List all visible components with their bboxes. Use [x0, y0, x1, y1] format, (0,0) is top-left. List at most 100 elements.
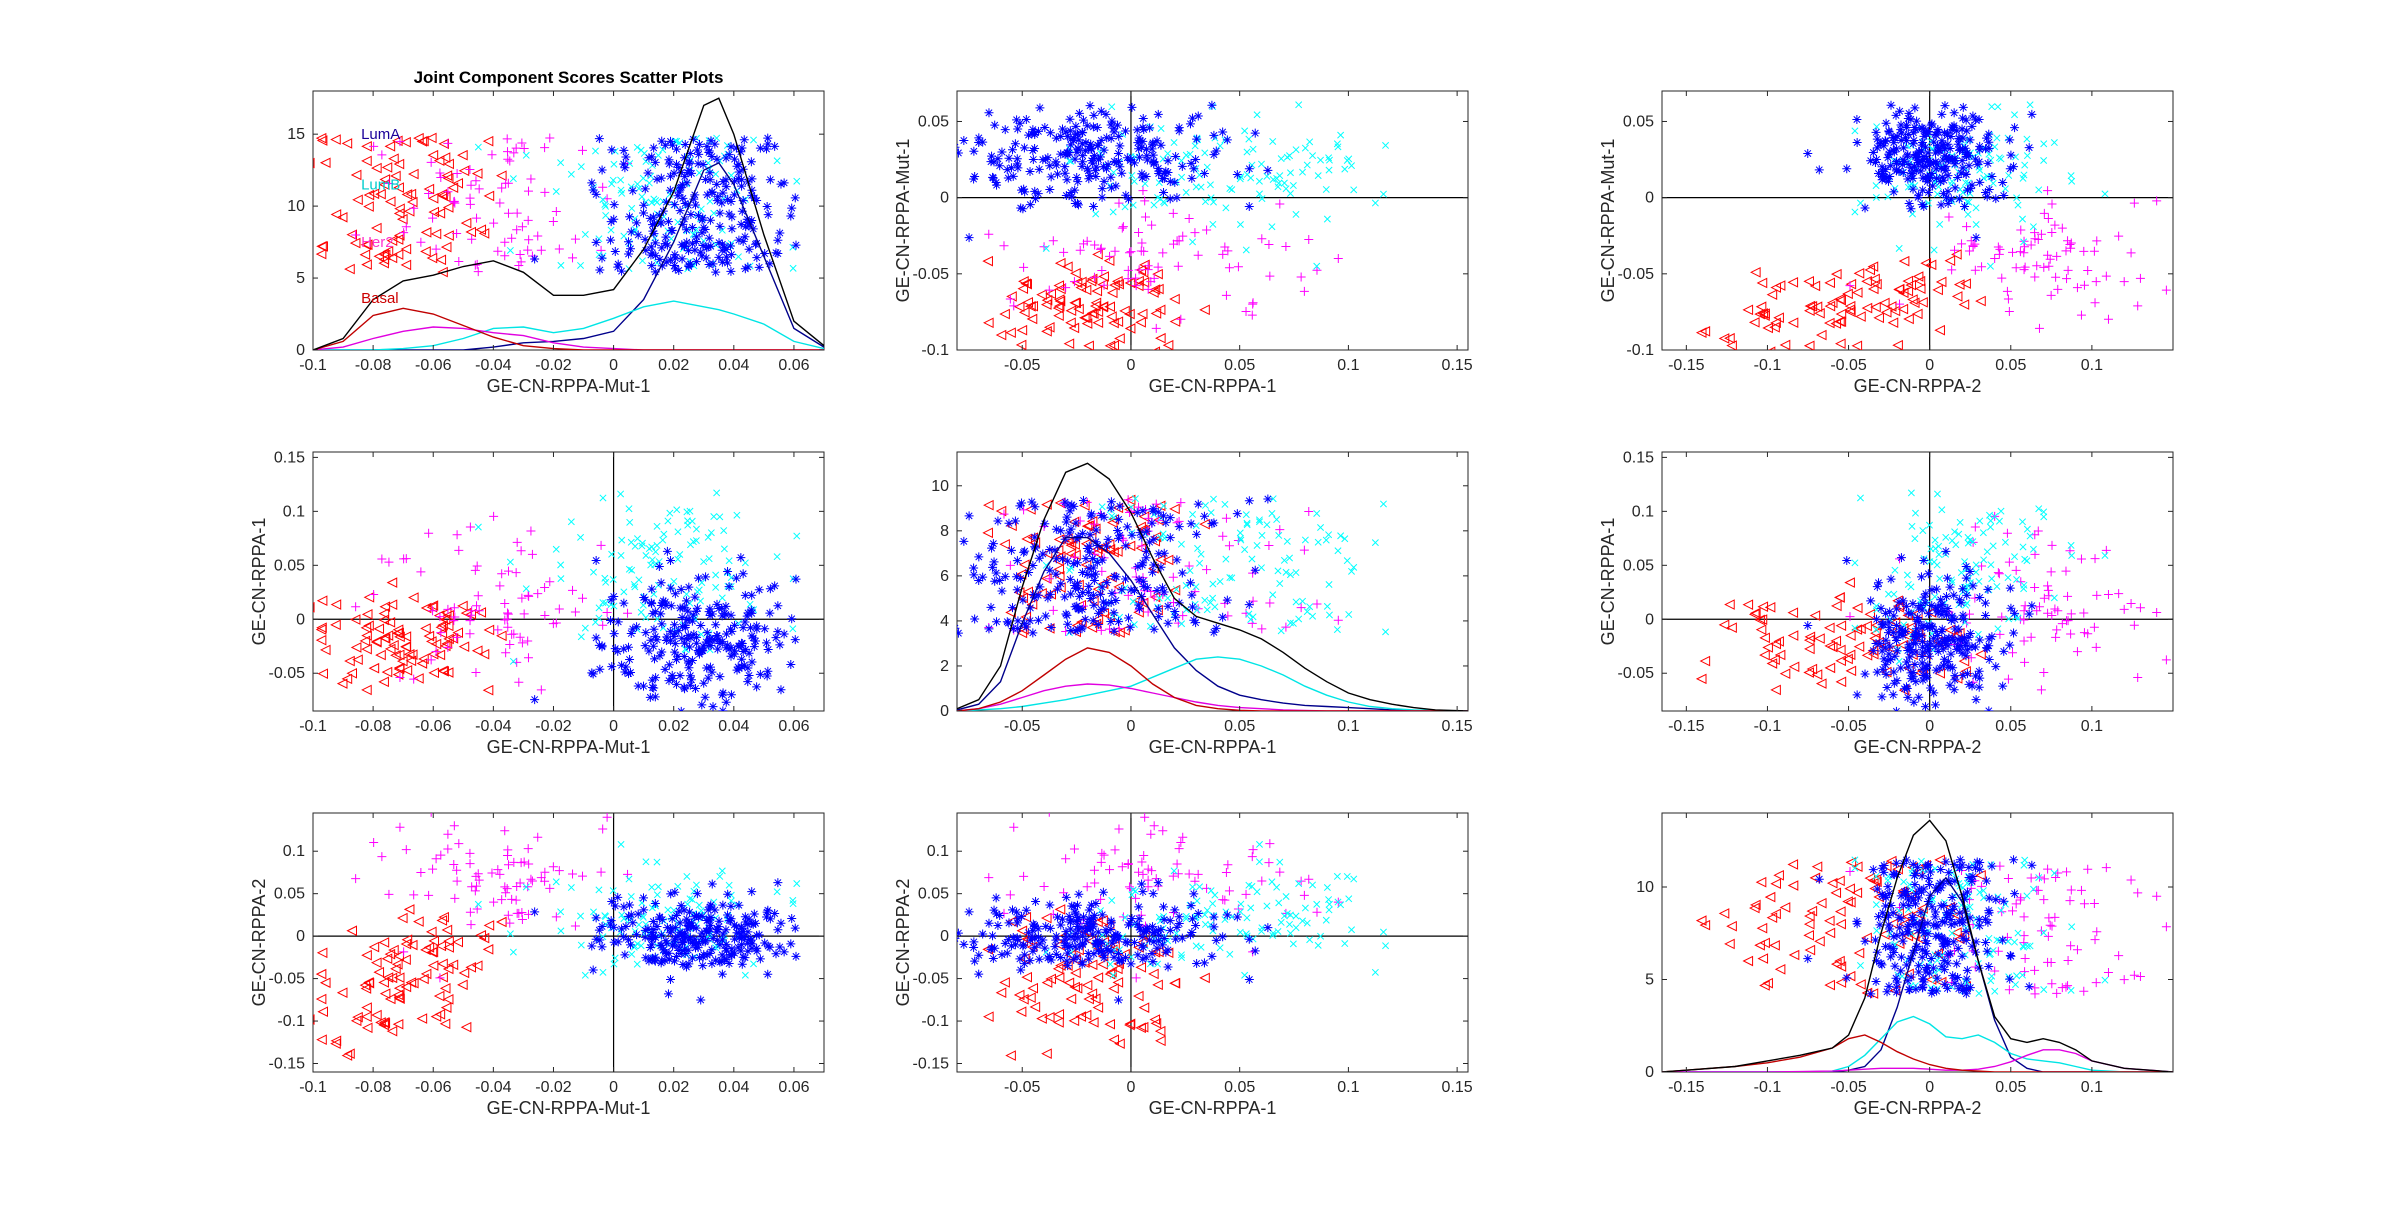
- y-tick-label: -0.05: [913, 266, 950, 283]
- point-basal: [435, 254, 447, 266]
- y-tick-label: 0.1: [1632, 503, 1654, 520]
- y-axis-label: GE-CN-RPPA-2: [893, 879, 913, 1007]
- point-luma: [790, 193, 800, 203]
- point-luma: [1926, 120, 1936, 130]
- point-luma: [1072, 952, 1082, 962]
- point-her2: [351, 602, 361, 612]
- point-lumb: [670, 577, 678, 585]
- point-luma: [670, 250, 680, 260]
- point-luma: [1021, 114, 1031, 124]
- point-luma: [1062, 175, 1072, 185]
- point-luma: [1964, 151, 1974, 161]
- point-luma: [1066, 140, 1076, 150]
- point-luma: [1102, 944, 1112, 954]
- point-luma: [1868, 646, 1878, 656]
- point-her2: [516, 257, 526, 267]
- point-luma: [1948, 663, 1958, 673]
- point-her2: [436, 628, 446, 638]
- point-lumb: [1919, 527, 1927, 535]
- point-basal: [427, 600, 439, 611]
- point-lumb: [648, 556, 656, 564]
- point-lumb: [557, 261, 565, 269]
- x-tick-label: 0.04: [718, 718, 749, 735]
- point-luma: [650, 219, 660, 229]
- point-lumb: [1851, 127, 1859, 135]
- point-luma: [1209, 912, 1219, 922]
- point-her2: [401, 845, 411, 855]
- point-her2: [507, 894, 517, 904]
- point-lumb: [1182, 606, 1190, 614]
- point-basal: [1908, 297, 1920, 309]
- point-luma: [1933, 647, 1943, 657]
- y-tick-label: -0.05: [269, 971, 306, 988]
- point-luma: [1078, 151, 1088, 161]
- point-luma: [727, 626, 737, 636]
- point-lumb: [509, 657, 517, 665]
- point-her2: [984, 873, 994, 883]
- point-basal: [439, 983, 451, 994]
- point-luma: [704, 914, 714, 924]
- point-her2: [500, 237, 510, 247]
- point-her2: [2043, 581, 2053, 591]
- point-basal: [1759, 649, 1770, 661]
- point-luma: [1098, 887, 1108, 897]
- point-her2: [2152, 607, 2162, 617]
- point-her2: [449, 859, 459, 869]
- point-luma: [1877, 692, 1887, 702]
- point-luma: [1968, 581, 1978, 591]
- point-lumb: [1226, 184, 1234, 192]
- point-her2: [2019, 606, 2029, 616]
- point-her2: [2076, 310, 2086, 320]
- plot-area: [957, 813, 1468, 1072]
- point-her2: [1997, 273, 2007, 283]
- point-luma: [1975, 673, 1985, 683]
- point-luma: [763, 210, 773, 220]
- point-luma: [1917, 138, 1927, 148]
- point-lumb: [1985, 150, 1993, 158]
- point-luma: [1033, 126, 1043, 136]
- point-luma: [1157, 583, 1167, 593]
- point-luma: [691, 606, 701, 616]
- plot-area: [313, 813, 824, 1072]
- point-lumb: [1253, 111, 1261, 119]
- point-luma: [1172, 193, 1182, 203]
- point-her2: [512, 881, 522, 891]
- point-luma: [1925, 172, 1935, 182]
- point-her2: [1110, 845, 1120, 855]
- point-luma: [1127, 102, 1137, 112]
- point-basal: [460, 1021, 472, 1033]
- point-luma: [1134, 600, 1144, 610]
- point-luma: [1077, 923, 1087, 933]
- point-luma: [704, 607, 714, 617]
- point-luma: [1909, 697, 1919, 707]
- point-her2: [2030, 965, 2040, 975]
- y-tick-label: 0: [1645, 190, 1654, 207]
- point-lumb: [1286, 169, 1294, 177]
- point-her2: [500, 826, 510, 836]
- point-luma: [1159, 902, 1169, 912]
- point-luma: [1012, 556, 1022, 566]
- point-luma: [1141, 546, 1151, 556]
- point-basal: [1152, 346, 1161, 350]
- x-tick-label: -0.1: [1754, 718, 1782, 735]
- point-basal: [1108, 983, 1119, 994]
- point-luma: [1142, 155, 1152, 165]
- point-lumb: [1216, 142, 1224, 150]
- point-luma: [995, 161, 1005, 171]
- point-her2: [2047, 921, 2057, 931]
- point-basal: [361, 155, 372, 167]
- point-luma: [734, 167, 744, 177]
- point-her2: [512, 537, 522, 547]
- point-basal: [400, 641, 411, 652]
- point-luma: [1154, 549, 1164, 559]
- point-luma: [715, 672, 725, 682]
- point-basal: [361, 949, 372, 961]
- point-luma: [731, 573, 741, 583]
- point-luma: [650, 956, 660, 966]
- figure-title: Joint Component Scores Scatter Plots: [414, 68, 724, 87]
- point-luma: [640, 184, 650, 194]
- point-luma: [1932, 173, 1942, 183]
- point-her2: [452, 530, 462, 540]
- point-lumb: [2021, 555, 2029, 563]
- point-lumb: [1268, 509, 1276, 517]
